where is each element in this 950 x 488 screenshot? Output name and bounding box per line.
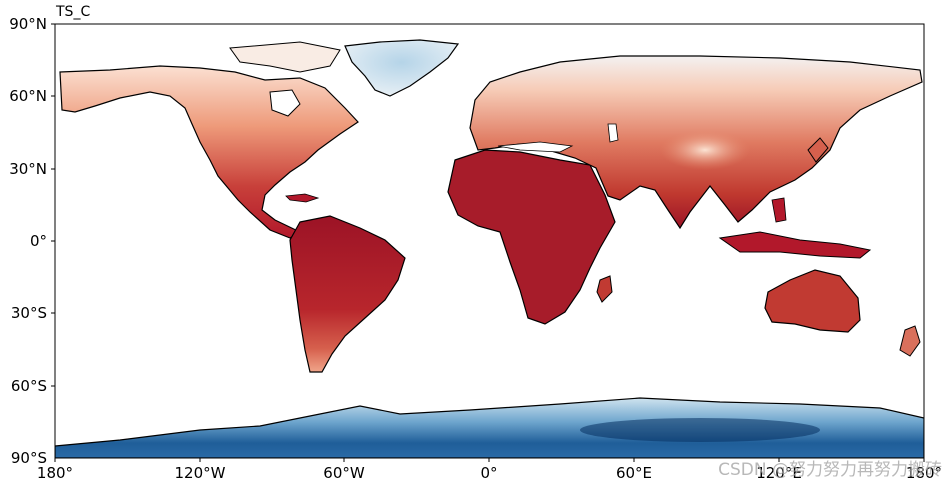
watermark: CSDN @努力努力再努力搬砖 [718,460,942,480]
map-title: TS_C [56,4,91,20]
landmass-australia [764,269,861,333]
hudson-bay [269,89,301,117]
caspian-sea [607,123,619,143]
lon-tick-label: 0° [480,464,497,482]
lat-tick-label: 0° [30,232,47,250]
lon-tick-marks [54,458,925,462]
landmass-philippines [771,197,787,223]
landmass-north-america [59,65,359,239]
lon-tick-label: 60°W [323,464,365,482]
landmass-south-america [289,215,406,373]
landmass-greenland [344,39,460,97]
landmass-indonesia [718,231,872,259]
landmass-madagascar [596,275,613,303]
landmass-arctic-islands [229,41,341,73]
lat-tick-label: 30°S [11,304,47,322]
lat-tick-label: 60°S [11,377,47,395]
lat-tick-label: 90°N [9,15,47,33]
landmass-caribbean [285,193,320,203]
lat-tick-label: 60°N [9,87,47,105]
lon-tick-label: 180° [37,464,73,482]
lat-tick-marks [51,23,55,387]
mediterranean-sea [497,141,574,153]
landmass-new-zealand [899,325,921,357]
lon-tick-label: 60°E [616,464,652,482]
lon-tick-label: 120°E [756,464,802,482]
landmass-africa [447,149,616,325]
lon-tick-label: 180° [906,464,942,482]
lon-tick-label: 120°W [175,464,226,482]
landmass-antarctica [55,397,924,458]
lat-tick-label: 30°N [9,160,47,178]
landmass-japan [807,137,829,163]
lat-tick-label: 90°S [11,449,47,467]
